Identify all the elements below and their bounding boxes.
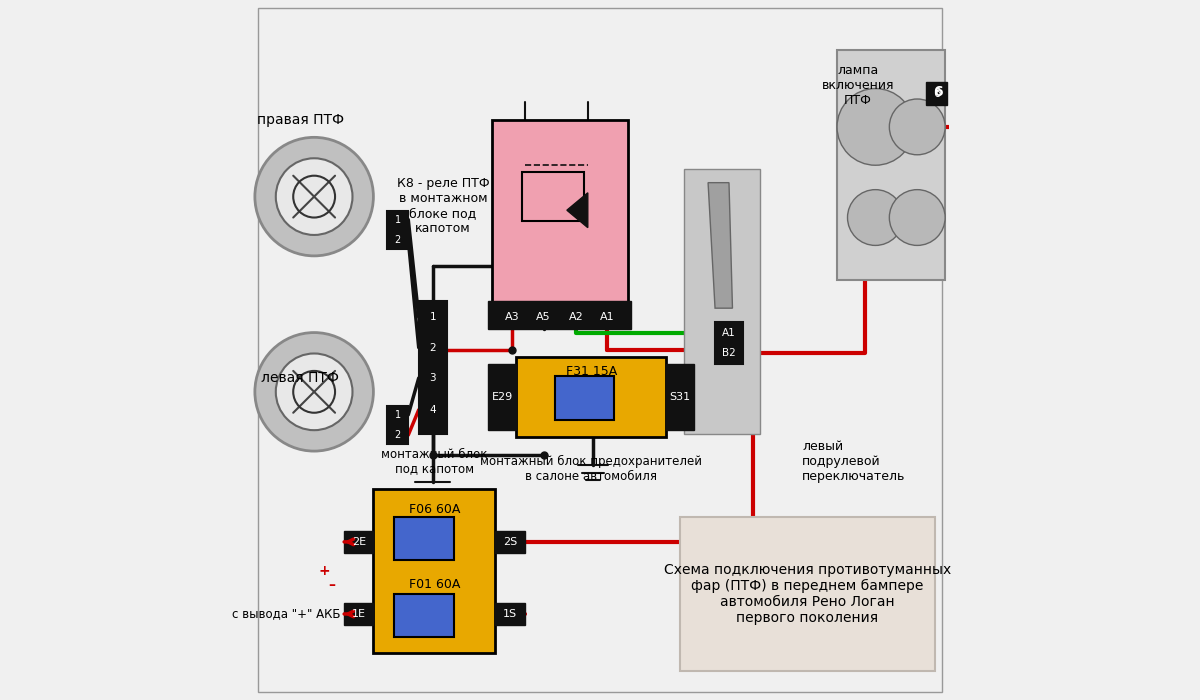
Text: –: – (328, 578, 335, 592)
Text: 1E: 1E (352, 609, 366, 619)
Bar (666, 364, 694, 430)
Circle shape (276, 354, 353, 430)
Text: К8 - реле ПТФ
в монтажном
блоке под
капотом: К8 - реле ПТФ в монтажном блоке под капо… (397, 177, 490, 235)
Text: 1: 1 (395, 215, 401, 225)
Bar (488, 301, 631, 329)
Circle shape (889, 99, 946, 155)
Text: F31 15A: F31 15A (565, 365, 617, 378)
Bar (488, 364, 516, 430)
Text: 1: 1 (395, 410, 401, 420)
Text: A1: A1 (722, 328, 736, 337)
Circle shape (847, 190, 904, 246)
Bar (554, 377, 614, 420)
Bar (516, 357, 666, 438)
Text: левая ПТФ: левая ПТФ (262, 371, 340, 385)
Text: лампа
включения
ПТФ: лампа включения ПТФ (822, 64, 894, 106)
Text: 3: 3 (430, 373, 436, 383)
Bar (680, 517, 935, 671)
Bar (522, 172, 584, 220)
Text: правая ПТФ: правая ПТФ (257, 113, 343, 127)
Circle shape (254, 332, 373, 451)
Bar (344, 603, 373, 625)
Text: F06 60A: F06 60A (409, 503, 460, 516)
Text: 2E: 2E (352, 537, 366, 547)
Text: 6: 6 (934, 87, 941, 100)
Text: А5: А5 (536, 312, 551, 321)
Bar (419, 301, 446, 434)
Bar (715, 322, 743, 364)
Text: 2: 2 (430, 342, 436, 353)
Bar (838, 50, 946, 280)
Text: S31: S31 (670, 392, 691, 402)
Text: монтажный блок
под капотом: монтажный блок под капотом (382, 447, 487, 475)
Circle shape (838, 88, 913, 165)
Text: 2: 2 (395, 234, 401, 245)
Bar (395, 517, 454, 560)
Text: монтажный блок предохранителей
в салоне автомобиля: монтажный блок предохранителей в салоне … (480, 454, 702, 482)
Text: F01 60A: F01 60A (409, 578, 460, 591)
Circle shape (254, 137, 373, 256)
Bar (496, 603, 524, 625)
Bar (492, 120, 628, 312)
Text: 2: 2 (395, 430, 401, 440)
Text: 1S: 1S (503, 609, 517, 619)
Text: левый
подрулевой
переключатель: левый подрулевой переключатель (802, 440, 906, 483)
Text: 4: 4 (430, 405, 436, 415)
Polygon shape (566, 193, 588, 228)
Circle shape (276, 158, 353, 235)
Text: А2: А2 (569, 312, 583, 321)
Bar (388, 406, 408, 444)
Text: E29: E29 (492, 392, 514, 402)
Text: Схема подключения противотуманных
фар (ПТФ) в переднем бампере
автомобиля Рено Л: Схема подключения противотуманных фар (П… (664, 563, 952, 625)
Text: 6: 6 (934, 85, 943, 99)
Text: с вывода "+" АКБ: с вывода "+" АКБ (232, 608, 341, 620)
Bar (344, 531, 373, 553)
Polygon shape (708, 183, 732, 308)
Circle shape (889, 190, 946, 246)
Text: B2: B2 (722, 349, 736, 358)
Bar (684, 169, 761, 434)
Bar (388, 211, 408, 249)
Text: 2S: 2S (503, 537, 517, 547)
Text: А1: А1 (600, 312, 614, 321)
Text: 1: 1 (430, 312, 436, 322)
Bar (926, 83, 947, 104)
Text: А3: А3 (505, 312, 520, 321)
Text: +: + (319, 564, 330, 578)
Bar (395, 594, 454, 637)
Bar (496, 531, 524, 553)
Bar (373, 489, 496, 653)
